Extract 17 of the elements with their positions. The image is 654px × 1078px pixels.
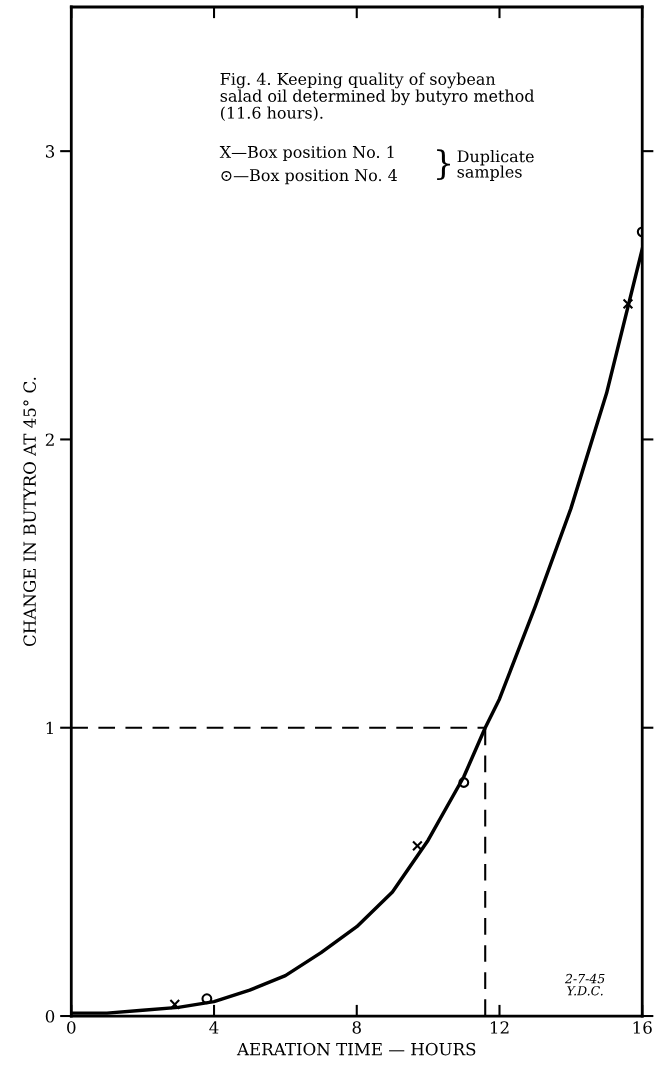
y-axis-title: CHANGE IN BUTYRO AT 45° C.: [23, 377, 36, 647]
x-tick-label: 8: [352, 1021, 361, 1034]
x-axis-title: AERATION TIME — HOURS: [236, 1042, 476, 1056]
x-tick-label: 0: [67, 1021, 76, 1034]
x-tick-label: 12: [490, 1021, 509, 1034]
y-tick-label: 2: [45, 433, 54, 446]
annotation: Duplicate samples: [457, 149, 534, 181]
y-tick-label: 1: [46, 721, 53, 735]
annotation: ⊙—Box position No. 4: [221, 169, 397, 185]
x-tick-label: 16: [633, 1021, 652, 1034]
annotation: 2-7-45 Y.D.C.: [564, 973, 605, 996]
annotation: }: [437, 149, 450, 181]
annotation: X—Box position No. 1: [219, 145, 394, 162]
y-tick-label: 3: [45, 145, 55, 158]
text: Fig. 4. Keeping quality of soybean salad oil determined by butyro method (11.6 hours).: [220, 72, 535, 122]
x-tick-label: 4: [209, 1021, 219, 1034]
y-tick-label: 0: [45, 1009, 55, 1023]
